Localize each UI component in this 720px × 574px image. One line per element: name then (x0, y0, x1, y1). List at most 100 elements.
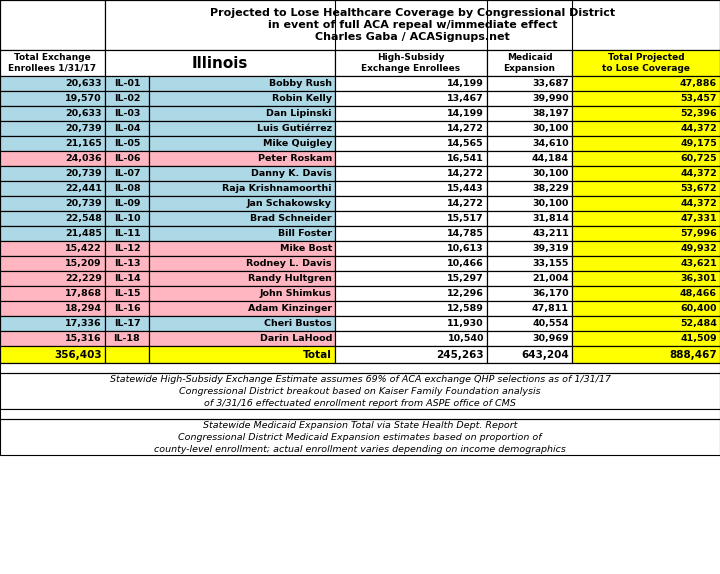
Bar (572, 271, 720, 286)
Bar (0, 121, 105, 136)
Bar (149, 241, 335, 256)
Bar (105, 211, 149, 226)
Text: Adam Kinzinger: Adam Kinzinger (248, 304, 332, 313)
Bar (335, 181, 487, 196)
Text: Cheri Bustos: Cheri Bustos (264, 319, 332, 328)
Text: 20,633: 20,633 (66, 79, 102, 88)
Text: 47,331: 47,331 (680, 214, 717, 223)
Text: Brad Schneider: Brad Schneider (251, 214, 332, 223)
Bar (335, 136, 487, 151)
Bar (335, 331, 487, 346)
Text: Bobby Rush: Bobby Rush (269, 79, 332, 88)
Bar (105, 76, 149, 91)
Bar (487, 166, 572, 181)
Bar (0, 196, 105, 211)
Bar (149, 316, 335, 331)
Text: 10,540: 10,540 (448, 334, 484, 343)
Text: IL-07: IL-07 (114, 169, 140, 178)
Bar (105, 271, 149, 286)
Bar (0, 256, 105, 271)
Text: Raja Krishnamoorthi: Raja Krishnamoorthi (222, 184, 332, 193)
Bar (149, 331, 335, 346)
Text: Mike Quigley: Mike Quigley (263, 139, 332, 148)
Text: IL-05: IL-05 (114, 139, 140, 148)
Text: Congressional District breakout based on Kaiser Family Foundation analysis: Congressional District breakout based on… (179, 386, 541, 395)
Bar (335, 196, 487, 211)
Bar (0, 181, 105, 196)
Text: 49,932: 49,932 (680, 244, 717, 253)
Text: 22,229: 22,229 (65, 274, 102, 283)
Text: 14,565: 14,565 (447, 139, 484, 148)
Text: IL-04: IL-04 (114, 124, 140, 133)
Text: 14,199: 14,199 (447, 109, 484, 118)
Text: Peter Roskam: Peter Roskam (258, 154, 332, 163)
Bar (487, 121, 572, 136)
Bar (0, 316, 105, 331)
Text: 18,294: 18,294 (65, 304, 102, 313)
Bar (487, 181, 572, 196)
Text: 38,197: 38,197 (532, 109, 569, 118)
Text: John Shimkus: John Shimkus (260, 289, 332, 298)
Bar (335, 151, 487, 166)
Text: Total: Total (303, 350, 332, 359)
Text: 643,204: 643,204 (521, 350, 569, 359)
Text: IL-06: IL-06 (114, 154, 140, 163)
Text: Mike Bost: Mike Bost (279, 244, 332, 253)
Bar (0, 136, 105, 151)
Bar (0, 50, 105, 76)
Text: IL-01: IL-01 (114, 79, 140, 88)
Bar (105, 106, 149, 121)
Bar (335, 50, 487, 76)
Text: of 3/31/16 effectuated enrollment report from ASPE office of CMS: of 3/31/16 effectuated enrollment report… (204, 398, 516, 408)
Bar (149, 286, 335, 301)
Bar (105, 196, 149, 211)
Bar (0, 331, 105, 346)
Text: 12,589: 12,589 (447, 304, 484, 313)
Bar (149, 121, 335, 136)
Bar (335, 76, 487, 91)
Text: 10,613: 10,613 (447, 244, 484, 253)
Text: IL-12: IL-12 (114, 244, 140, 253)
Text: 20,739: 20,739 (66, 124, 102, 133)
Bar (105, 151, 149, 166)
Bar (0, 409, 720, 419)
Text: 888,467: 888,467 (670, 350, 717, 359)
Text: 44,372: 44,372 (680, 169, 717, 178)
Bar (572, 301, 720, 316)
Text: IL-09: IL-09 (114, 199, 140, 208)
Text: 43,211: 43,211 (532, 229, 569, 238)
Text: 47,811: 47,811 (532, 304, 569, 313)
Bar (335, 106, 487, 121)
Bar (335, 226, 487, 241)
Bar (0, 373, 720, 409)
Text: 14,785: 14,785 (447, 229, 484, 238)
Text: 52,484: 52,484 (680, 319, 717, 328)
Text: 15,316: 15,316 (66, 334, 102, 343)
Bar (487, 316, 572, 331)
Bar (487, 241, 572, 256)
Text: 12,296: 12,296 (447, 289, 484, 298)
Text: Total Projected
to Lose Coverage: Total Projected to Lose Coverage (602, 53, 690, 73)
Bar (487, 331, 572, 346)
Bar (0, 271, 105, 286)
Text: 36,301: 36,301 (680, 274, 717, 283)
Bar (572, 241, 720, 256)
Bar (335, 241, 487, 256)
Bar (149, 256, 335, 271)
Text: 14,199: 14,199 (447, 79, 484, 88)
Text: Projected to Lose Healthcare Coverage by Congressional District
in event of full: Projected to Lose Healthcare Coverage by… (210, 9, 615, 41)
Bar (572, 256, 720, 271)
Bar (487, 301, 572, 316)
Text: IL-16: IL-16 (114, 304, 140, 313)
Text: 14,272: 14,272 (447, 124, 484, 133)
Text: 15,443: 15,443 (447, 184, 484, 193)
Text: 21,004: 21,004 (532, 274, 569, 283)
Text: Statewide High-Subsidy Exchange Estimate assumes 69% of ACA exchange QHP selecti: Statewide High-Subsidy Exchange Estimate… (109, 374, 611, 383)
Text: 15,517: 15,517 (447, 214, 484, 223)
Bar (149, 211, 335, 226)
Bar (572, 151, 720, 166)
Bar (0, 151, 105, 166)
Text: Darin LaHood: Darin LaHood (260, 334, 332, 343)
Bar (487, 106, 572, 121)
Bar (335, 301, 487, 316)
